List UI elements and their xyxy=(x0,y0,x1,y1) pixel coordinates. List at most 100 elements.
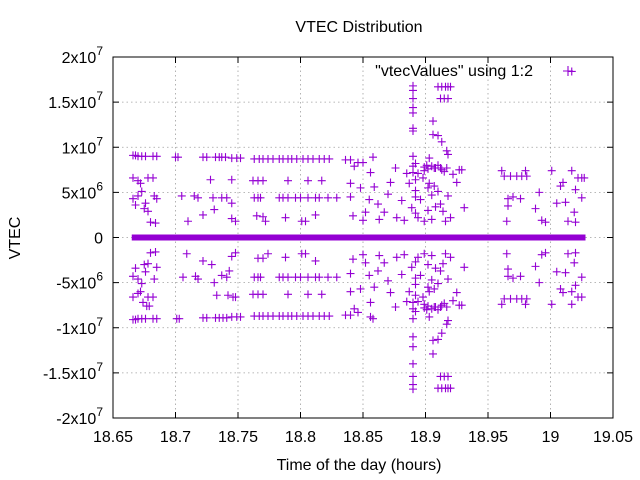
y-tick-label: 0 xyxy=(94,231,103,248)
data-point xyxy=(541,218,550,227)
data-point xyxy=(502,249,511,258)
axis-ticks xyxy=(112,56,614,419)
data-point xyxy=(405,179,414,188)
data-point xyxy=(409,108,417,117)
data-point xyxy=(504,201,512,210)
data-point xyxy=(439,207,447,216)
data-point xyxy=(392,253,401,262)
data-point xyxy=(304,176,312,185)
data-point xyxy=(346,155,355,164)
data-point xyxy=(425,287,434,296)
data-point xyxy=(259,254,267,263)
data-point xyxy=(129,293,137,302)
data-point xyxy=(444,372,452,381)
data-point xyxy=(210,205,219,214)
data-point xyxy=(284,176,292,185)
data-point xyxy=(174,153,182,162)
data-point xyxy=(356,284,365,293)
y-tick-mantissa: 5x10 xyxy=(62,185,97,202)
data-point xyxy=(325,154,334,163)
data-point xyxy=(304,193,312,202)
data-point xyxy=(152,263,161,272)
data-point xyxy=(497,166,506,175)
data-point xyxy=(564,249,572,258)
data-point xyxy=(146,218,155,227)
data-point xyxy=(414,213,422,222)
data-point xyxy=(521,300,530,309)
data-point xyxy=(131,201,140,210)
data-point xyxy=(144,207,152,216)
data-point xyxy=(434,131,442,140)
data-point xyxy=(419,293,427,302)
data-point xyxy=(436,200,445,209)
data-point xyxy=(284,193,292,202)
data-point xyxy=(356,183,365,192)
data-point xyxy=(409,380,417,389)
data-point xyxy=(446,253,455,262)
data-point xyxy=(427,191,436,200)
data-point xyxy=(502,217,511,226)
data-point xyxy=(411,307,420,316)
data-point xyxy=(409,298,417,307)
data-point xyxy=(509,192,517,201)
data-point xyxy=(409,94,417,103)
data-point xyxy=(431,264,440,273)
data-point xyxy=(332,193,341,202)
data-point xyxy=(402,297,411,306)
data-point xyxy=(552,267,561,276)
data-point xyxy=(427,215,436,224)
data-point xyxy=(325,312,334,321)
data-point xyxy=(380,258,389,267)
data-point xyxy=(206,175,215,184)
data-point xyxy=(409,127,417,136)
data-point xyxy=(209,193,217,202)
data-point xyxy=(199,256,207,265)
data-point xyxy=(224,291,232,300)
data-point xyxy=(359,216,367,225)
legend-plus-marker xyxy=(563,66,573,76)
data-point xyxy=(365,195,374,204)
data-point xyxy=(446,384,455,393)
data-point xyxy=(144,259,152,268)
data-point xyxy=(129,194,137,203)
x-tick-label: 19 xyxy=(542,429,560,446)
data-point xyxy=(436,266,445,275)
data-point xyxy=(434,187,442,196)
data-point xyxy=(441,249,450,258)
data-point xyxy=(430,182,439,191)
data-point xyxy=(564,217,572,226)
data-point xyxy=(446,82,455,91)
data-point xyxy=(444,191,452,200)
data-point xyxy=(324,273,332,282)
data-point xyxy=(141,267,150,276)
data-point xyxy=(311,256,320,265)
data-point xyxy=(256,193,265,202)
data-point xyxy=(354,308,362,317)
data-point xyxy=(531,262,540,271)
data-point xyxy=(296,273,305,282)
data-point xyxy=(441,217,450,226)
data-point xyxy=(409,86,417,95)
data-point xyxy=(256,273,265,282)
data-point xyxy=(375,251,384,260)
data-point xyxy=(457,301,466,310)
data-point xyxy=(202,313,211,322)
data-point xyxy=(442,320,451,329)
x-tick-label: 18.65 xyxy=(93,429,133,446)
data-point xyxy=(231,248,240,257)
data-point xyxy=(315,193,324,202)
data-point xyxy=(222,273,231,282)
data-point xyxy=(386,178,395,187)
data-point xyxy=(516,194,525,203)
zero-value-point-band xyxy=(131,234,586,241)
data-point xyxy=(374,266,382,275)
data-point xyxy=(217,271,226,280)
data-point xyxy=(152,152,161,161)
data-point xyxy=(405,287,414,296)
data-point xyxy=(177,191,186,200)
data-point xyxy=(559,178,567,187)
data-point xyxy=(425,154,434,163)
data-point xyxy=(420,217,429,226)
data-point xyxy=(497,300,506,309)
x-tick-label: 18.7 xyxy=(160,429,191,446)
